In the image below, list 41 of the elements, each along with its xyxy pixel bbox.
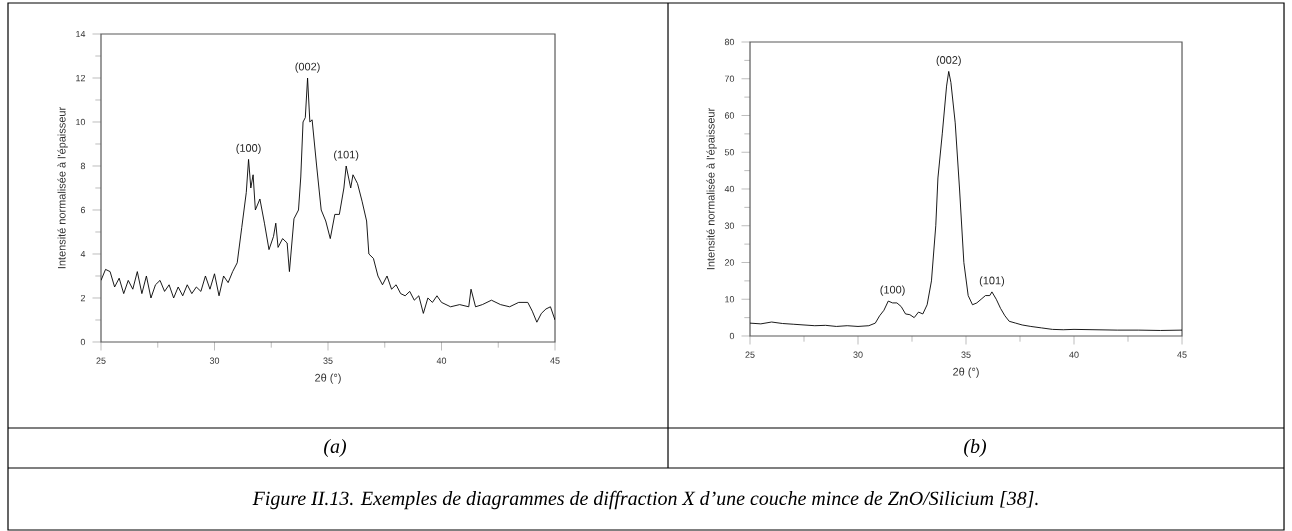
text: (b): [964, 438, 987, 458]
y-axis-title: Intensité normalisée à l'épaisseur: [57, 107, 68, 269]
annotation: (100): [880, 285, 905, 296]
y-tick-label: 0: [729, 332, 735, 340]
y-tick-label: 10: [76, 118, 86, 126]
y-tick-label: 70: [724, 75, 735, 82]
y-tick-label: 80: [724, 38, 735, 46]
x-tick-label: 25: [745, 351, 755, 358]
y-tick-label: 4: [80, 250, 86, 258]
x-axis-title: 2θ (°): [315, 373, 341, 384]
x-tick-label: 40: [436, 357, 447, 364]
line-series: [101, 77, 556, 323]
annotation: (101): [334, 150, 359, 161]
x-axis-title: 2θ (°): [953, 367, 979, 378]
y-tick-label: 8: [80, 162, 86, 170]
x-tick-label: 30: [853, 351, 863, 358]
x-tick-label: 45: [1177, 351, 1187, 358]
y-tick-label: 0: [80, 338, 86, 346]
x-tick-label: 25: [96, 357, 106, 364]
y-tick-label: 50: [724, 149, 735, 156]
y-tick-label: 10: [725, 296, 735, 303]
y-tick-label: 14: [76, 30, 86, 38]
text: Figure II.13. Exemples de diagrammes de diffraction X d’une couche mince de ZnO/Silicium [38].: [252, 490, 1038, 510]
x-tick-label: 45: [550, 357, 560, 364]
x-tick-label: 35: [323, 357, 333, 364]
y-tick-label: 2: [80, 294, 85, 302]
y-tick-label: 20: [724, 259, 735, 266]
y-tick-label: 6: [80, 206, 86, 214]
annotation: (100): [236, 143, 261, 155]
annotation: (002): [295, 62, 320, 73]
annotation: (101): [979, 276, 1005, 287]
text: (a): [324, 438, 347, 458]
y-tick-label: 40: [724, 185, 735, 193]
y-tick-label: 30: [724, 222, 735, 229]
x-tick-label: 35: [961, 351, 971, 358]
x-tick-label: 30: [209, 357, 220, 364]
annotation: (002): [936, 55, 961, 67]
y-tick-label: 60: [724, 112, 735, 119]
y-tick-label: 12: [76, 74, 85, 82]
y-axis-title: Intensité normalisée à l'épaisseur: [706, 108, 717, 270]
x-tick-label: 40: [1069, 351, 1079, 358]
